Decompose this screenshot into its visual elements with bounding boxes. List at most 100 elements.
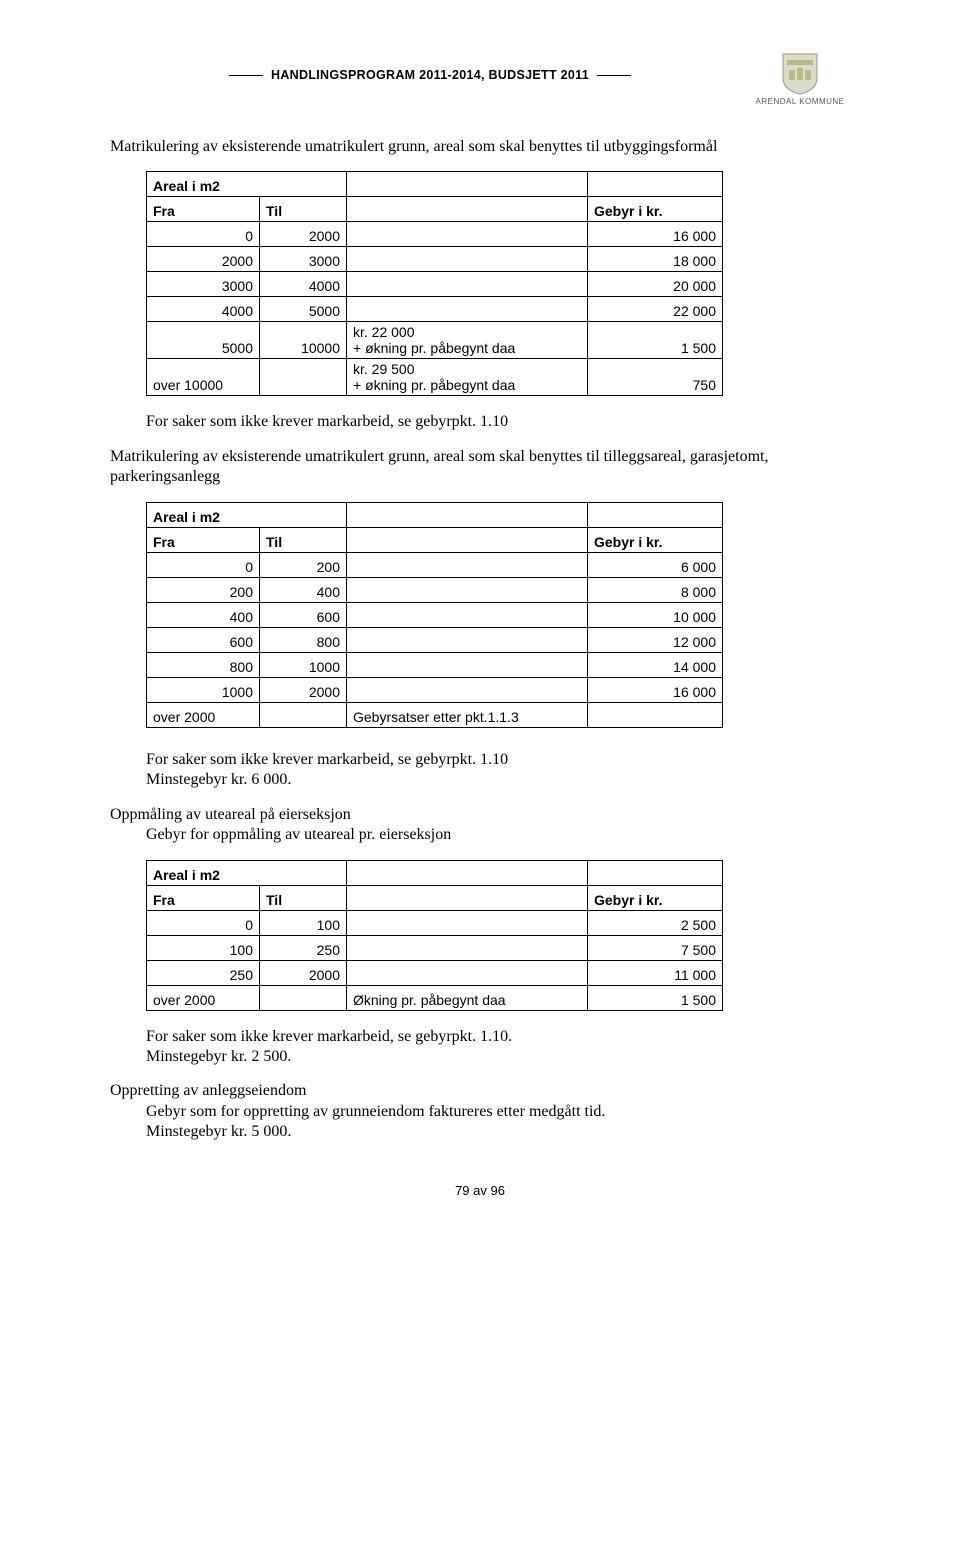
cell-fra: 5000 [147, 322, 260, 359]
cell-fee: 2 500 [588, 910, 723, 935]
table-row: 40005000 22 000 [147, 297, 723, 322]
cell-fee: 16 000 [588, 677, 723, 702]
table3-col-til: Til [260, 885, 347, 910]
table-row: 1000200016 000 [147, 677, 723, 702]
cell-fee: 12 000 [588, 627, 723, 652]
cell-til: 250 [260, 935, 347, 960]
table-row: 800100014 000 [147, 652, 723, 677]
cell-note [347, 677, 588, 702]
cell-note [347, 577, 588, 602]
cell-fee: 8 000 [588, 577, 723, 602]
table1-body: 0200016 0002000300018 0003000400020 0004… [147, 222, 723, 396]
cell-note [347, 222, 588, 247]
table-row: over 2000 Gebyrsatser etter pkt.1.1.3 [147, 702, 723, 727]
cell-fee: 6 000 [588, 552, 723, 577]
table2-col-fra: Fra [147, 527, 260, 552]
cell-fra: over 2000 [147, 702, 260, 727]
intro-paragraph-1: Matrikulering av eksisterende umatrikule… [110, 137, 850, 157]
table-row: 2000300018 000 [147, 247, 723, 272]
cell-note [347, 935, 588, 960]
page-header: HANDLINGSPROGRAM 2011-2014, BUDSJETT 201… [110, 50, 850, 107]
note-1: For saker som ikke krever markarbeid, se… [110, 412, 850, 432]
cell-fee: 20 000 [588, 272, 723, 297]
table-row: 500010000kr. 22 000+ økning pr. påbegynt… [147, 322, 723, 359]
cell-note [347, 960, 588, 985]
cell-note: kr. 22 000+ økning pr. påbegynt daa [347, 322, 588, 359]
note-3b: Minstegebyr kr. 2 500. [110, 1047, 850, 1067]
cell-fra: 3000 [147, 272, 260, 297]
cell-fee: 11 000 [588, 960, 723, 985]
fee-table-2: Areal i m2 Fra Til Gebyr i kr. 02006 000… [146, 502, 723, 728]
section-4-line1: Gebyr som for oppretting av grunneiendom… [110, 1102, 850, 1122]
cell-til: 100 [260, 910, 347, 935]
table3-header-areal: Areal i m2 [147, 860, 347, 885]
cell-fra: 2000 [147, 247, 260, 272]
note-2b: Minstegebyr kr. 6 000. [110, 770, 850, 790]
cell-note [347, 247, 588, 272]
table2-col-til: Til [260, 527, 347, 552]
fee-table-3: Areal i m2 Fra Til Gebyr i kr. 01002 500… [146, 860, 723, 1011]
table2-header-areal: Areal i m2 [147, 502, 347, 527]
cell-fee: 22 000 [588, 297, 723, 322]
table-row: 60080012 000 [147, 627, 723, 652]
cell-til: 1000 [260, 652, 347, 677]
cell-til: 10000 [260, 322, 347, 359]
cell-fra: 600 [147, 627, 260, 652]
cell-til: 400 [260, 577, 347, 602]
table1-col-fee: Gebyr i kr. [588, 197, 723, 222]
cell-note: kr. 29 500+ økning pr. påbegynt daa [347, 359, 588, 396]
cell-fra: 200 [147, 577, 260, 602]
cell-note [347, 910, 588, 935]
cell-fra: 100 [147, 935, 260, 960]
cell-note [347, 602, 588, 627]
shield-icon [779, 50, 821, 96]
table1-col-fra: Fra [147, 197, 260, 222]
table-row: over 10000 kr. 29 500+ økning pr. påbegyn… [147, 359, 723, 396]
cell-fee: 1 500 [588, 985, 723, 1010]
table3-body: 0100 2 500 100250 7 500250200011 000over 20… [147, 910, 723, 1010]
cell-fra: over 10000 [147, 359, 260, 396]
cell-fra: 4000 [147, 297, 260, 322]
table3-col-fra: Fra [147, 885, 260, 910]
cell-til: 5000 [260, 297, 347, 322]
cell-note [347, 652, 588, 677]
cell-note [347, 552, 588, 577]
cell-til: 200 [260, 552, 347, 577]
cell-fee: 14 000 [588, 652, 723, 677]
cell-note: Gebyrsatser etter pkt.1.1.3 [347, 702, 588, 727]
org-name: ARENDAL KOMMUNE [750, 98, 850, 107]
cell-til [260, 359, 347, 396]
table-row: 3000400020 000 [147, 272, 723, 297]
cell-note [347, 272, 588, 297]
cell-fra: 0 [147, 910, 260, 935]
cell-til: 3000 [260, 247, 347, 272]
cell-fra: 0 [147, 552, 260, 577]
cell-fee: 7 500 [588, 935, 723, 960]
section-4-title: Oppretting av anleggseiendom [110, 1081, 850, 1101]
table-row: 02000 16 000 [147, 222, 723, 247]
section-3-title: Oppmåling av uteareal på eierseksjon [110, 805, 850, 825]
cell-fra: over 2000 [147, 985, 260, 1010]
cell-fra: 1000 [147, 677, 260, 702]
cell-til: 2000 [260, 222, 347, 247]
section-3-sub: Gebyr for oppmåling av uteareal pr. eier… [110, 825, 850, 845]
cell-fra: 250 [147, 960, 260, 985]
section-4-line2: Minstegebyr kr. 5 000. [110, 1122, 850, 1142]
table2-body: 02006 0002004008 00040060010 00060080012… [147, 552, 723, 727]
header-title: HANDLINGSPROGRAM 2011-2014, BUDSJETT 201… [271, 68, 589, 82]
cell-til [260, 702, 347, 727]
cell-fee: 1 500 [588, 322, 723, 359]
cell-note: Økning pr. påbegynt daa [347, 985, 588, 1010]
note-3a: For saker som ikke krever markarbeid, se… [110, 1027, 850, 1047]
cell-fee: 16 000 [588, 222, 723, 247]
cell-note [347, 297, 588, 322]
table-row: 0200 6 000 [147, 552, 723, 577]
cell-fra: 0 [147, 222, 260, 247]
cell-fee [588, 702, 723, 727]
org-logo: ARENDAL KOMMUNE [750, 50, 850, 107]
table-row: 250200011 000 [147, 960, 723, 985]
cell-til [260, 985, 347, 1010]
cell-fee: 750 [588, 359, 723, 396]
table-row: 100250 7 500 [147, 935, 723, 960]
note-2a: For saker som ikke krever markarbeid, se… [110, 750, 850, 770]
